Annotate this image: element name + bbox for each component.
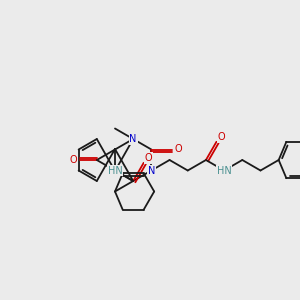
Text: HN: HN [108,166,122,176]
Text: O: O [69,155,77,165]
Text: N: N [130,134,137,144]
Text: O: O [145,153,152,163]
Text: O: O [175,145,182,154]
Text: O: O [218,132,225,142]
Text: HN: HN [217,166,232,176]
Text: N: N [148,166,155,176]
